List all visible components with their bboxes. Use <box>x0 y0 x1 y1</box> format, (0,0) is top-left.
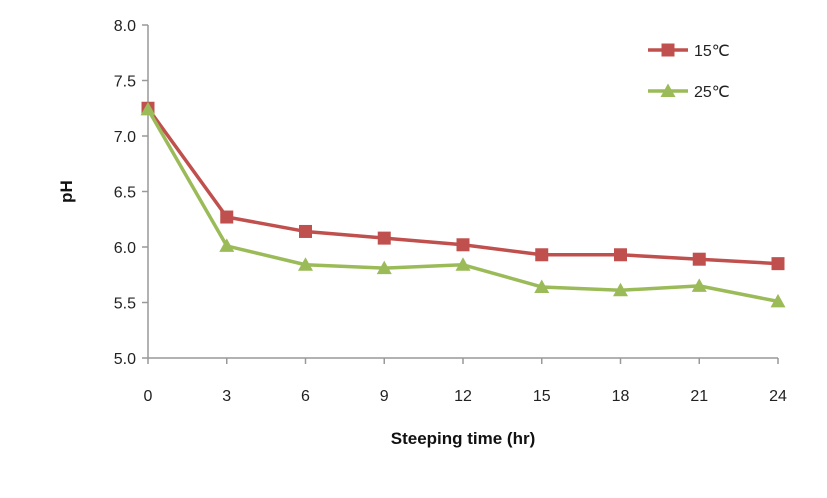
data-point <box>455 257 471 271</box>
y-tick-label: 5.5 <box>114 296 136 313</box>
x-ticks: 0 3 6 9 12 15 18 21 24 <box>144 358 787 405</box>
legend: 15℃ 25℃ <box>648 43 730 101</box>
y-tick-label: 7.0 <box>114 129 136 146</box>
x-tick-label: 0 <box>144 388 153 405</box>
data-point <box>770 293 786 308</box>
y-tick-label: 7.5 <box>114 74 136 91</box>
legend-marker <box>660 83 676 97</box>
data-point <box>771 257 785 271</box>
series-layer <box>140 101 786 308</box>
data-point <box>219 238 235 252</box>
x-tick-label: 21 <box>690 388 708 405</box>
x-tick-label: 12 <box>454 388 472 405</box>
y-tick-label: 6.5 <box>114 185 136 202</box>
data-point <box>614 248 627 262</box>
data-point <box>140 101 156 116</box>
x-tick-label: 15 <box>533 388 551 405</box>
x-tick-label: 6 <box>301 388 310 405</box>
series-line <box>146 108 779 304</box>
legend-marker <box>661 43 675 57</box>
data-point <box>535 248 549 262</box>
x-tick-label: 24 <box>769 388 787 405</box>
legend-label: 25℃ <box>694 84 730 101</box>
data-point <box>613 282 628 297</box>
y-tick-label: 8.0 <box>114 18 136 35</box>
x-tick-label: 9 <box>380 388 389 405</box>
data-point <box>534 279 550 293</box>
y-axis-title: pH <box>57 180 76 203</box>
axes <box>147 25 778 359</box>
x-tick-label: 18 <box>612 388 630 405</box>
series-2 <box>140 101 786 308</box>
y-tick-label: 6.0 <box>114 240 136 257</box>
legend-label: 15℃ <box>694 43 730 60</box>
legend-item: 15℃ <box>648 43 730 60</box>
data-point <box>376 260 392 275</box>
data-point <box>220 210 234 224</box>
series-1 <box>141 101 785 271</box>
x-axis-title: Steeping time (hr) <box>391 429 536 448</box>
data-point <box>299 224 312 238</box>
data-point <box>456 238 470 252</box>
data-point <box>692 252 706 266</box>
x-tick-label: 3 <box>222 388 231 405</box>
y-ticks: 5.0 5.5 6.0 6.5 7.0 7.5 8.0 <box>114 18 148 368</box>
data-point <box>298 257 313 271</box>
legend-item: 25℃ <box>648 83 730 101</box>
data-point <box>691 278 707 292</box>
y-tick-label: 5.0 <box>114 351 136 368</box>
data-point <box>377 231 391 245</box>
